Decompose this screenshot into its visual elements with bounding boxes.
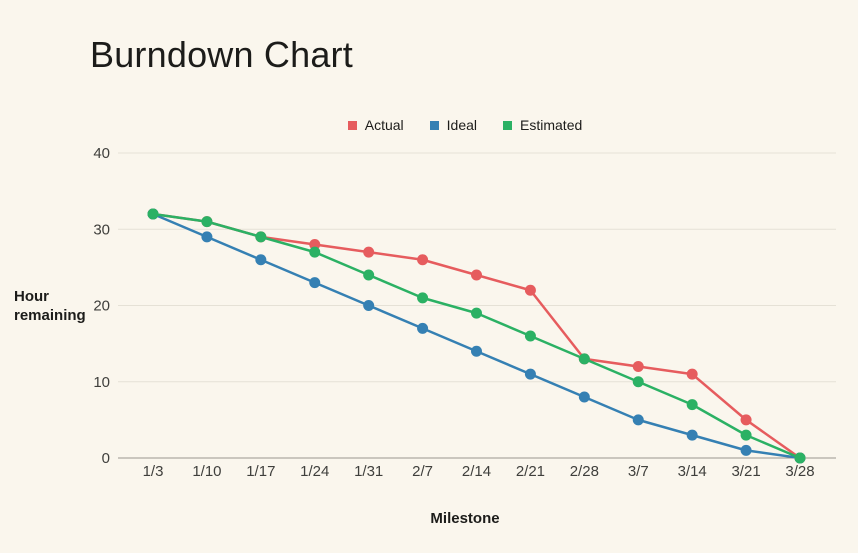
x-tick-label-1-3: 1/3 <box>143 463 164 480</box>
data-point-actual-1-24 <box>309 239 321 250</box>
legend-swatch-actual <box>347 120 357 130</box>
legend-label: Actual <box>364 117 404 133</box>
data-point-ideal-1-10 <box>201 231 213 243</box>
data-point-ideal-2-7 <box>417 322 429 334</box>
x-tick-label-3-14: 3/14 <box>678 463 707 480</box>
x-tick-label-1-10: 1/10 <box>192 463 221 480</box>
x-tick-label-3-28: 3/28 <box>785 463 814 480</box>
y-tick-label-20: 20 <box>93 298 110 315</box>
data-point-actual-1-31 <box>363 246 375 258</box>
x-tick-label-2-7: 2/7 <box>412 463 433 480</box>
series-line-actual <box>151 212 802 460</box>
legend-item-ideal: Ideal <box>429 117 478 133</box>
data-point-estimated-2-21 <box>524 330 536 342</box>
x-tick-label-3-21: 3/21 <box>731 463 760 480</box>
data-point-ideal-3-14 <box>686 429 698 441</box>
legend: Actual Ideal Estimated <box>95 117 835 133</box>
x-tick-label-2-14: 2/14 <box>462 463 491 480</box>
x-tick-label-2-28: 2/28 <box>570 463 599 480</box>
data-point-estimated-3-14 <box>686 399 698 411</box>
data-point-estimated-1-3 <box>147 208 159 220</box>
chart-title: Burndown Chart <box>90 34 353 75</box>
series-line-ideal <box>151 212 802 460</box>
data-point-ideal-1-24 <box>309 277 321 289</box>
y-tick-label-30: 30 <box>93 221 110 238</box>
series-line-estimated <box>151 212 802 460</box>
data-point-estimated-3-28 <box>794 452 806 464</box>
data-point-estimated-1-17 <box>255 231 267 243</box>
data-point-ideal-1-31 <box>363 300 375 311</box>
data-point-estimated-2-28 <box>578 353 590 365</box>
x-tick-label-3-7: 3/7 <box>628 463 649 480</box>
data-point-actual-2-14 <box>471 269 482 281</box>
data-point-estimated-1-10 <box>201 216 213 228</box>
x-tick-label-1-24: 1/24 <box>300 463 329 480</box>
data-point-estimated-3-7 <box>632 376 644 388</box>
data-point-ideal-2-28 <box>578 391 590 403</box>
data-point-estimated-1-31 <box>363 269 375 281</box>
legend-item-estimated: Estimated <box>503 117 582 133</box>
data-point-actual-2-7 <box>417 254 429 266</box>
data-point-actual-3-7 <box>632 361 644 372</box>
data-point-estimated-3-21 <box>740 429 752 441</box>
legend-label: Estimated <box>520 117 583 133</box>
x-tick-label-2-21: 2/21 <box>516 463 545 480</box>
data-point-ideal-2-14 <box>471 345 482 357</box>
x-axis-label: Milestone <box>430 510 500 527</box>
data-point-ideal-3-21 <box>740 444 752 456</box>
y-tick-label-10: 10 <box>93 374 110 391</box>
data-point-estimated-1-24 <box>309 246 321 258</box>
y-tick-label-0: 0 <box>102 450 110 467</box>
data-point-actual-2-21 <box>524 284 536 296</box>
data-point-actual-3-21 <box>740 414 752 426</box>
legend-swatch-estimated <box>503 120 513 130</box>
data-point-actual-3-14 <box>686 368 698 380</box>
data-point-ideal-1-17 <box>255 254 267 266</box>
data-point-estimated-2-14 <box>471 307 482 319</box>
legend-label: Ideal <box>446 117 478 133</box>
legend-item-actual: Actual <box>347 117 404 133</box>
data-point-estimated-2-7 <box>417 292 429 304</box>
y-tick-label-40: 40 <box>93 145 110 162</box>
data-point-ideal-2-21 <box>524 368 536 380</box>
data-point-ideal-3-7 <box>632 414 644 426</box>
x-tick-label-1-17: 1/17 <box>246 463 275 480</box>
x-tick-label-1-31: 1/31 <box>354 463 383 480</box>
y-axis-label: Hour remaining <box>14 288 86 324</box>
legend-swatch-ideal <box>429 120 439 130</box>
